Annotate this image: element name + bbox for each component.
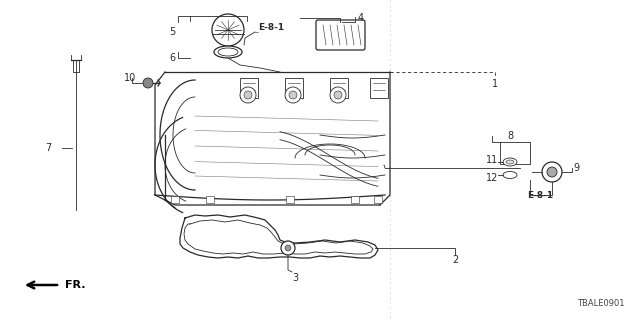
Text: 3: 3 bbox=[292, 273, 298, 283]
Text: FR.: FR. bbox=[65, 280, 86, 290]
Bar bbox=[206, 196, 214, 203]
Circle shape bbox=[334, 91, 342, 99]
Text: E-8-1: E-8-1 bbox=[527, 191, 553, 201]
Circle shape bbox=[212, 14, 244, 46]
Text: 7: 7 bbox=[45, 143, 51, 153]
Text: 8: 8 bbox=[507, 131, 513, 141]
Text: 5: 5 bbox=[169, 27, 175, 37]
Bar bbox=[370, 78, 388, 98]
Circle shape bbox=[281, 241, 295, 255]
Bar bbox=[286, 196, 294, 203]
Text: 10: 10 bbox=[124, 73, 136, 83]
Circle shape bbox=[240, 87, 256, 103]
Text: 9: 9 bbox=[573, 163, 579, 173]
Circle shape bbox=[330, 87, 346, 103]
Ellipse shape bbox=[214, 46, 242, 58]
Circle shape bbox=[285, 245, 291, 251]
Text: 11: 11 bbox=[486, 155, 498, 165]
Circle shape bbox=[143, 78, 153, 88]
FancyBboxPatch shape bbox=[316, 20, 365, 50]
Text: 4: 4 bbox=[358, 13, 364, 23]
Bar bbox=[240, 78, 258, 98]
Circle shape bbox=[547, 167, 557, 177]
Circle shape bbox=[285, 87, 301, 103]
Bar bbox=[171, 196, 179, 203]
Circle shape bbox=[244, 91, 252, 99]
Circle shape bbox=[542, 162, 562, 182]
Text: 2: 2 bbox=[452, 255, 458, 265]
Ellipse shape bbox=[506, 160, 514, 164]
Text: TBALE0901: TBALE0901 bbox=[577, 299, 625, 308]
Bar bbox=[285, 78, 303, 98]
Circle shape bbox=[289, 91, 297, 99]
Text: 6: 6 bbox=[169, 53, 175, 63]
Bar bbox=[500, 142, 530, 164]
Ellipse shape bbox=[503, 172, 517, 179]
Text: 1: 1 bbox=[492, 79, 498, 89]
Text: 12: 12 bbox=[486, 173, 498, 183]
Bar bbox=[374, 196, 382, 203]
Ellipse shape bbox=[218, 48, 238, 56]
Bar bbox=[351, 196, 359, 203]
Ellipse shape bbox=[503, 158, 517, 166]
Text: E-8-1: E-8-1 bbox=[258, 23, 284, 33]
Bar bbox=[330, 78, 348, 98]
